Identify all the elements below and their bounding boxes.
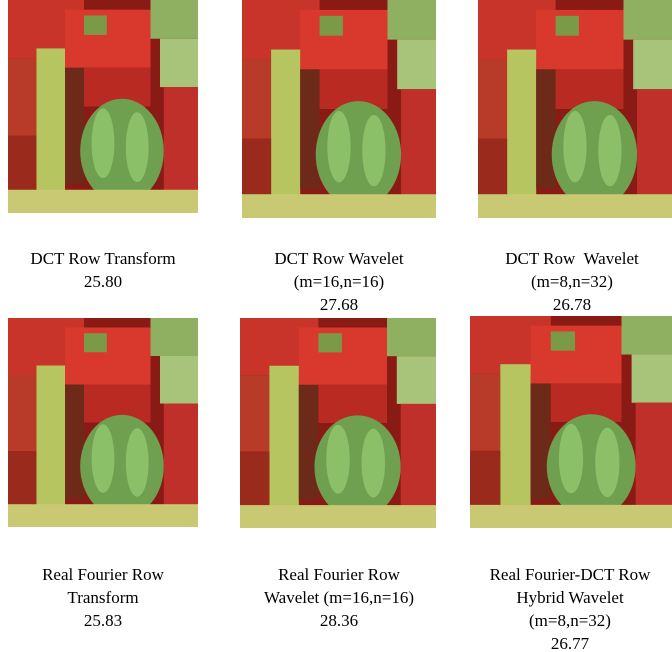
- caption-line: Hybrid Wavelet: [516, 588, 624, 607]
- caption-line: DCT Row Wavelet: [274, 249, 404, 268]
- psnr-value: 27.68: [319, 295, 359, 314]
- caption: Real Fourier Row Wavelet (m=16,n=16) 28.36: [229, 563, 449, 632]
- caption-line: Real Fourier Row: [42, 565, 164, 584]
- reconstructed-image: [470, 316, 672, 528]
- caption: DCT Row Wavelet (m=16,n=16) 27.68: [229, 247, 449, 316]
- psnr-value: 26.77: [550, 634, 590, 652]
- reconstructed-image: [8, 318, 198, 527]
- caption: Real Fourier Row Transform 25.83: [0, 563, 213, 632]
- reconstructed-image: [240, 318, 436, 528]
- caption: Real Fourier-DCT Row Hybrid Wavelet (m=8,n…: [460, 563, 672, 652]
- caption-line: Wavelet (m=16,n=16): [264, 588, 414, 607]
- reconstructed-image: [242, 0, 436, 218]
- caption-line: (m=8,n=32): [531, 272, 613, 291]
- caption-line: DCT Row Transform: [30, 249, 176, 268]
- psnr-value: 26.78: [552, 295, 592, 314]
- caption-line: (m=8,n=32): [529, 611, 611, 630]
- psnr-value: 25.80: [83, 272, 123, 291]
- caption-line: Real Fourier Row: [278, 565, 400, 584]
- caption-line: Transform: [67, 588, 139, 607]
- caption-line: DCT Row Wavelet: [505, 249, 639, 268]
- caption: DCT Row Wavelet (m=8,n=32) 26.78: [462, 247, 672, 316]
- caption-line: Real Fourier-DCT Row: [489, 565, 651, 584]
- psnr-value: 28.36: [319, 611, 359, 630]
- psnr-value: 25.83: [83, 611, 123, 630]
- caption-line: (m=16,n=16): [293, 272, 385, 291]
- reconstructed-image: [8, 0, 198, 213]
- reconstructed-image: [478, 0, 672, 218]
- caption: DCT Row Transform 25.80: [0, 247, 213, 293]
